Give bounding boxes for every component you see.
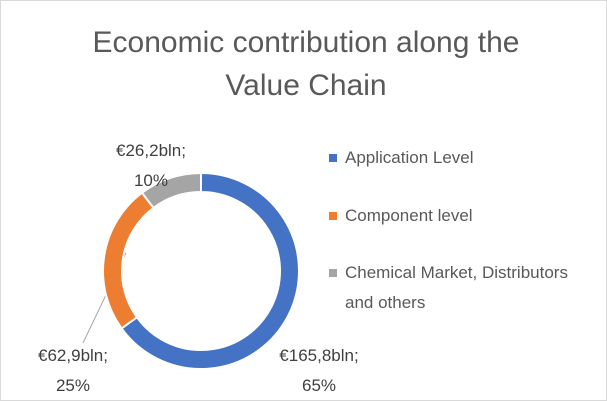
legend-entry: Application Level xyxy=(329,143,595,173)
donut-segment xyxy=(102,191,155,330)
donut-segment xyxy=(140,171,202,210)
legend-label: Component level xyxy=(345,206,473,225)
legend-label: Chemical Market, Distributors and others xyxy=(345,263,568,312)
donut-segment xyxy=(120,171,300,370)
legend-swatch xyxy=(329,269,337,277)
chart-title: Economic contribution along the Value Ch… xyxy=(92,26,520,102)
legend-label: Application Level xyxy=(345,148,474,167)
data-label: €165,8bln; 65% xyxy=(279,346,359,395)
data-label: €26,2bln; 10% xyxy=(116,141,186,190)
legend-swatch xyxy=(329,212,337,220)
legend-swatch xyxy=(329,154,337,162)
data-label: €62,9bln; 25% xyxy=(38,346,108,395)
legend-entry: Chemical Market, Distributors and others xyxy=(329,258,595,318)
legend-entry: Component level xyxy=(329,201,595,231)
